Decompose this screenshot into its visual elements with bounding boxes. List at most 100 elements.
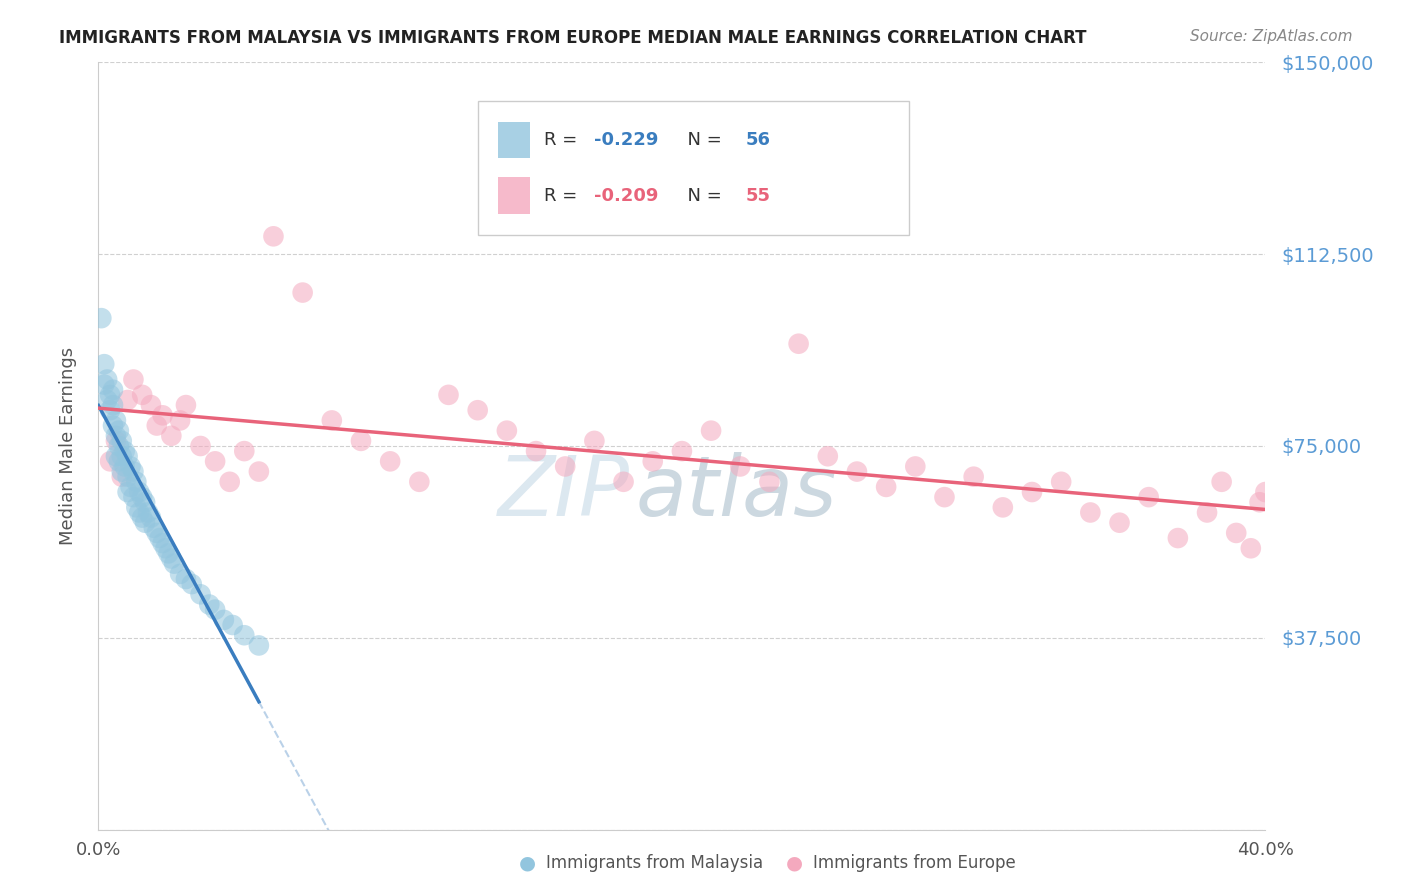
Point xyxy=(98,403,121,417)
Point xyxy=(139,510,162,524)
Point xyxy=(146,525,169,540)
Point xyxy=(160,551,183,566)
Point xyxy=(1108,516,1130,530)
Point xyxy=(111,434,134,448)
Point xyxy=(233,628,256,642)
Point xyxy=(437,388,460,402)
Point xyxy=(1249,495,1271,509)
Point xyxy=(247,465,270,479)
Point xyxy=(198,598,221,612)
Text: R =: R = xyxy=(544,186,583,205)
Point xyxy=(139,398,162,412)
Point xyxy=(101,418,124,433)
Text: atlas: atlas xyxy=(636,451,837,533)
Point xyxy=(104,413,127,427)
Text: N =: N = xyxy=(676,186,727,205)
Point xyxy=(204,602,226,616)
Point xyxy=(612,475,634,489)
Point xyxy=(93,377,115,392)
Text: R =: R = xyxy=(544,131,583,149)
Y-axis label: Median Male Earnings: Median Male Earnings xyxy=(59,347,77,545)
Point xyxy=(1137,490,1160,504)
Text: -0.229: -0.229 xyxy=(595,131,659,149)
Point xyxy=(90,311,112,326)
Point xyxy=(218,475,240,489)
Point xyxy=(111,469,134,483)
Text: Immigrants from Europe: Immigrants from Europe xyxy=(813,855,1015,872)
Point xyxy=(152,409,174,423)
Point xyxy=(904,459,927,474)
Point xyxy=(212,613,235,627)
FancyBboxPatch shape xyxy=(478,101,910,235)
Point xyxy=(641,454,664,468)
Point xyxy=(1021,485,1043,500)
Point xyxy=(817,449,839,463)
Point xyxy=(120,480,142,494)
Point xyxy=(169,566,191,581)
Point xyxy=(875,480,897,494)
Point xyxy=(991,500,1014,515)
Point xyxy=(98,388,121,402)
Point xyxy=(321,413,343,427)
Point xyxy=(291,285,314,300)
Point xyxy=(128,485,150,500)
Point xyxy=(1195,506,1218,520)
Point xyxy=(111,465,134,479)
Point xyxy=(96,392,118,407)
Point xyxy=(846,465,869,479)
Point xyxy=(962,469,984,483)
Text: ●: ● xyxy=(786,854,803,872)
Point xyxy=(104,449,127,463)
Point xyxy=(108,454,131,468)
Point xyxy=(1225,525,1247,540)
Text: Immigrants from Malaysia: Immigrants from Malaysia xyxy=(546,855,762,872)
Text: ZIP: ZIP xyxy=(498,451,630,533)
Point xyxy=(131,510,153,524)
Point xyxy=(174,398,197,412)
Point xyxy=(1211,475,1233,489)
Bar xyxy=(498,121,530,159)
Text: Source: ZipAtlas.com: Source: ZipAtlas.com xyxy=(1189,29,1353,44)
Point xyxy=(758,475,780,489)
Point xyxy=(136,506,159,520)
Point xyxy=(233,444,256,458)
Point xyxy=(104,434,127,448)
Point xyxy=(467,403,489,417)
Point xyxy=(101,383,124,397)
Point xyxy=(163,557,186,571)
Point xyxy=(114,444,136,458)
Point xyxy=(204,454,226,468)
Point xyxy=(117,392,139,407)
Point xyxy=(96,372,118,386)
Point xyxy=(583,434,606,448)
Point xyxy=(247,639,270,653)
Point xyxy=(700,424,723,438)
Point xyxy=(1050,475,1073,489)
Point xyxy=(671,444,693,458)
Point xyxy=(554,459,576,474)
Point xyxy=(122,490,145,504)
Point xyxy=(152,536,174,550)
Point xyxy=(108,439,131,453)
Point xyxy=(787,336,810,351)
Point xyxy=(146,418,169,433)
Point xyxy=(131,490,153,504)
Point xyxy=(350,434,373,448)
Point xyxy=(111,449,134,463)
Point xyxy=(128,506,150,520)
Point xyxy=(174,572,197,586)
Point xyxy=(134,516,156,530)
Point xyxy=(157,546,180,560)
Point xyxy=(149,531,172,545)
Point xyxy=(221,618,243,632)
Point xyxy=(160,429,183,443)
Point xyxy=(169,413,191,427)
Text: IMMIGRANTS FROM MALAYSIA VS IMMIGRANTS FROM EUROPE MEDIAN MALE EARNINGS CORRELAT: IMMIGRANTS FROM MALAYSIA VS IMMIGRANTS F… xyxy=(59,29,1087,46)
Point xyxy=(117,469,139,483)
Point xyxy=(131,388,153,402)
Point xyxy=(117,449,139,463)
Point xyxy=(1167,531,1189,545)
Point xyxy=(180,577,202,591)
Point xyxy=(117,485,139,500)
Text: N =: N = xyxy=(676,131,727,149)
